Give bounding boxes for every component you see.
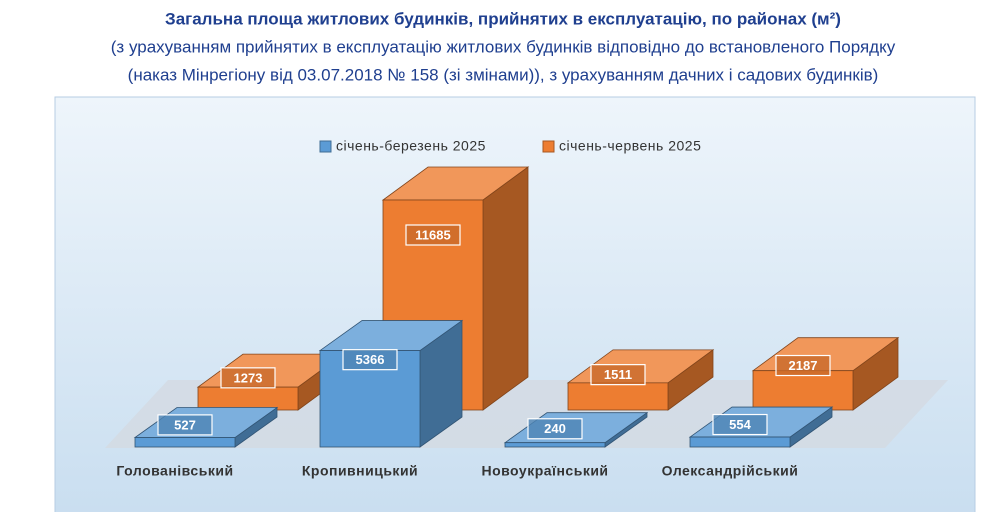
- x-tick-label: Кропивницький: [302, 463, 418, 479]
- value-label: 1273: [234, 370, 263, 385]
- legend-label: січень-червень 2025: [559, 138, 701, 154]
- value-label-box: [157, 414, 213, 436]
- legend-label: січень-березень 2025: [336, 138, 486, 154]
- subtitle: (з урахуванням прийнятих в експлуатацію …: [111, 37, 896, 56]
- bar: [689, 436, 791, 448]
- bar: [504, 442, 606, 448]
- legend-swatch: [542, 140, 555, 153]
- value-label-box: [712, 413, 768, 436]
- value-label: 554: [729, 417, 751, 432]
- value-label-box: [590, 364, 646, 386]
- value-label: 240: [544, 421, 566, 436]
- x-tick-label: Олександрійський: [662, 463, 799, 479]
- value-label-box: [342, 349, 398, 371]
- value-label-box: [775, 354, 831, 377]
- value-label-box: [405, 224, 461, 246]
- bar: [197, 386, 299, 411]
- value-label: 5366: [356, 352, 385, 367]
- value-label: 2187: [789, 358, 818, 373]
- chart-title: Загальна площа житлових будинків, прийня…: [165, 9, 841, 28]
- legend-swatch: [319, 140, 332, 153]
- value-label: 11685: [415, 227, 450, 242]
- value-label: 1511: [604, 367, 632, 382]
- bar: [752, 370, 854, 411]
- subtitle: (наказ Мінрегіону від 03.07.2018 № 158 (…: [128, 65, 879, 84]
- x-tick-label: Голованівський: [116, 463, 233, 479]
- value-label-box: [527, 418, 583, 440]
- value-label: 527: [174, 417, 196, 432]
- value-label-box: [220, 367, 276, 389]
- bar: [567, 382, 669, 411]
- x-tick-label: Новоукраїнський: [481, 463, 608, 479]
- bar-side: [482, 166, 529, 411]
- bar: [134, 437, 236, 448]
